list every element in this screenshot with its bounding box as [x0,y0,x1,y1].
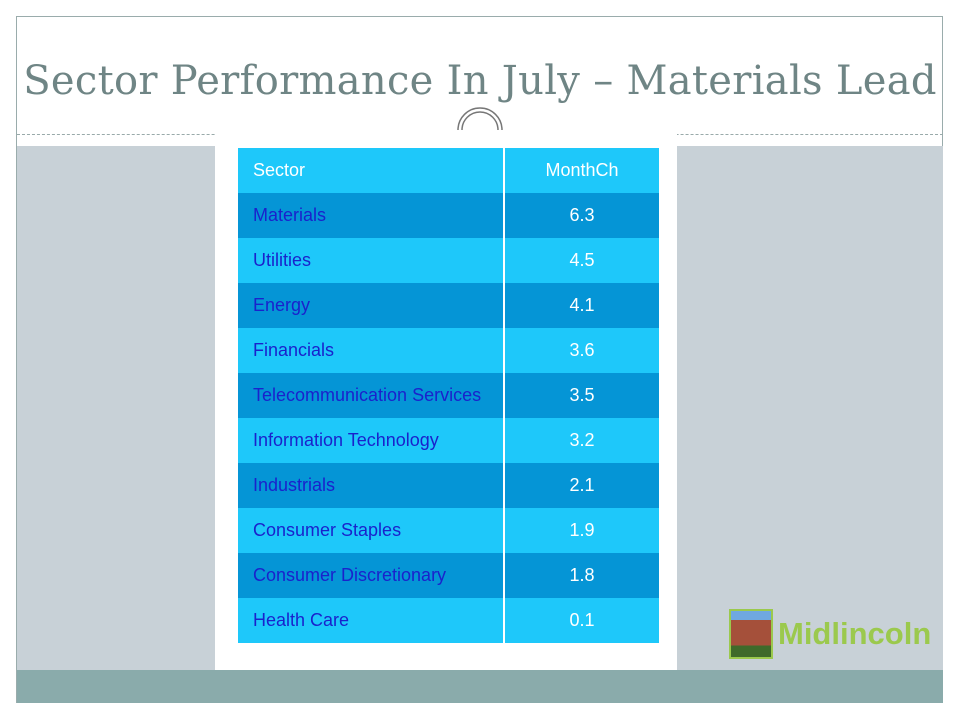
sector-cell: Information Technology [238,418,504,463]
monthch-cell: 1.9 [503,508,659,553]
header-monthch: MonthCh [503,148,659,193]
table-row: Telecommunication Services 3.5 [238,373,659,418]
table-header: Sector MonthCh [238,148,659,193]
logo-text: Midlincoln [778,616,932,651]
monthch-cell: 2.1 [503,463,659,508]
monthch-cell: 0.1 [503,598,659,643]
sector-cell: Consumer Discretionary [238,553,504,598]
monthch-cell: 3.2 [503,418,659,463]
monthch-cell: 4.1 [503,283,659,328]
footer-bar [17,670,943,703]
table-row: Energy 4.1 [238,283,659,328]
sector-cell: Health Care [238,598,504,643]
sector-cell: Energy [238,283,504,328]
table-row: Industrials 2.1 [238,463,659,508]
table-row: Financials 3.6 [238,328,659,373]
midlincoln-logo: Midlincoln [729,609,931,659]
monthch-cell: 6.3 [503,193,659,238]
table-row: Consumer Discretionary 1.8 [238,553,659,598]
sector-cell: Telecommunication Services [238,373,504,418]
slide-title: Sector Performance In July – Materials L… [23,58,937,104]
sector-cell: Financials [238,328,504,373]
arc-ornament-icon [457,107,503,130]
monthch-cell: 3.5 [503,373,659,418]
sector-cell: Utilities [238,238,504,283]
monthch-cell: 3.6 [503,328,659,373]
table-row: Materials 6.3 [238,193,659,238]
table-row: Consumer Staples 1.9 [238,508,659,553]
sector-table: Sector MonthCh Materials 6.3 Utilities 4.5 En… [238,148,659,643]
sector-cell: Materials [238,193,504,238]
header-sector: Sector [238,148,504,193]
sector-cell: Industrials [238,463,504,508]
table-row: Information Technology 3.2 [238,418,659,463]
monthch-cell: 4.5 [503,238,659,283]
monthch-cell: 1.8 [503,553,659,598]
building-image [729,609,773,659]
table-row: Utilities 4.5 [238,238,659,283]
table-row: Health Care 0.1 [238,598,659,643]
sector-cell: Consumer Staples [238,508,504,553]
